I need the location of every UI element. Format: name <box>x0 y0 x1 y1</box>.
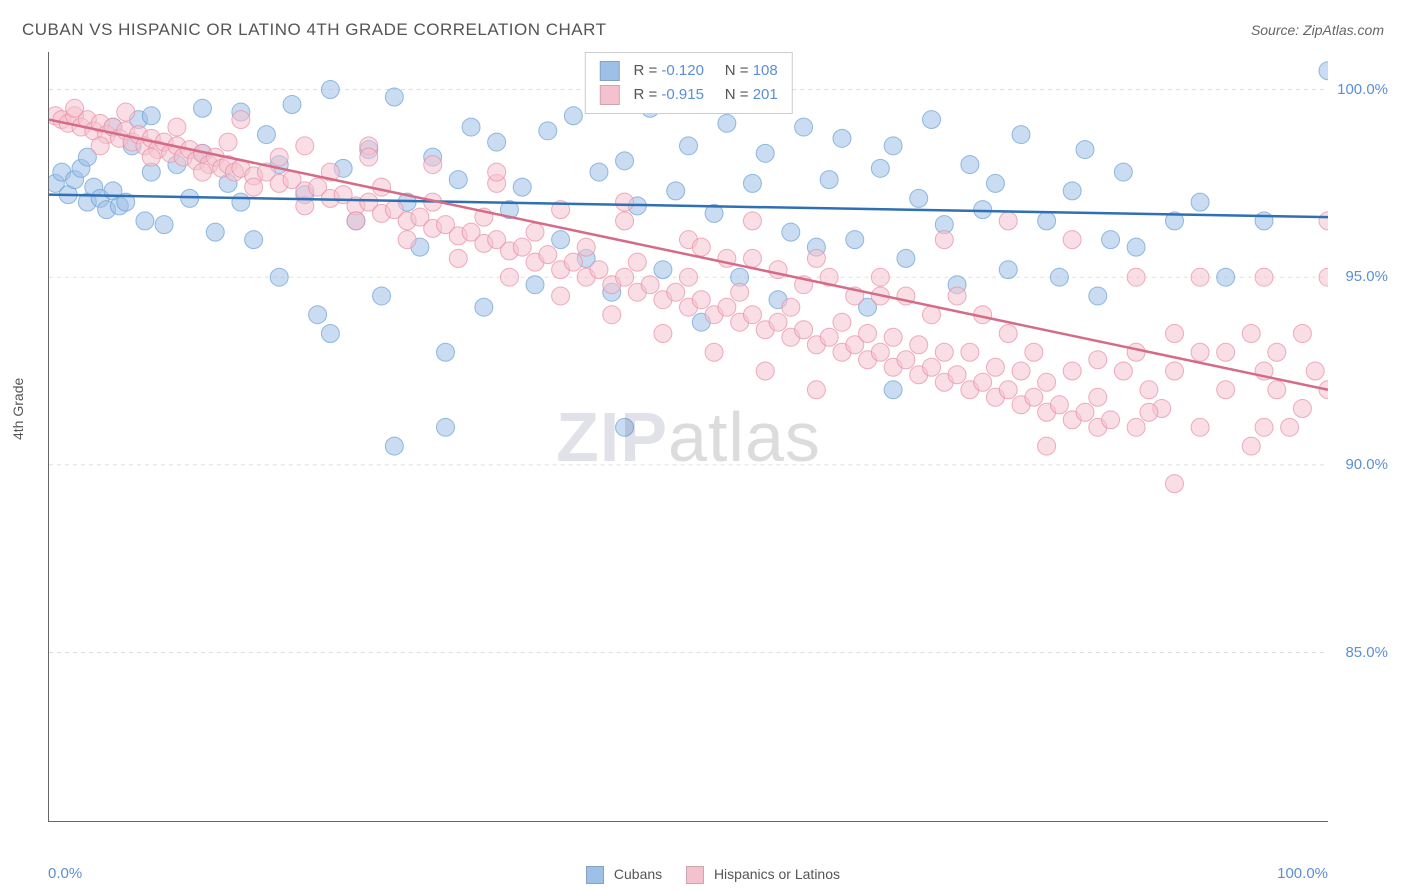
legend-label-cubans: Cubans <box>614 866 662 882</box>
legend-swatch-cubans-icon <box>586 866 604 884</box>
chart-svg <box>49 52 1328 821</box>
source-link[interactable]: ZipAtlas.com <box>1303 22 1384 38</box>
stats-row-cubans: R = -0.120 N = 108 <box>599 59 777 83</box>
correlation-stats-box: R = -0.120 N = 108 R = -0.915 N = 201 <box>584 52 792 114</box>
source-prefix: Source: <box>1251 22 1303 38</box>
r-value: -0.120 <box>661 62 704 79</box>
plot-area: R = -0.120 N = 108 R = -0.915 N = 201 ZI… <box>48 52 1328 822</box>
y-tick-label: 90.0% <box>1345 456 1388 473</box>
n-label: N = <box>725 62 753 79</box>
r-label: R = <box>633 62 661 79</box>
legend-swatch-hispanics-icon <box>686 866 704 884</box>
y-tick-label: 100.0% <box>1337 81 1388 98</box>
r-value: -0.915 <box>661 86 704 103</box>
chart-title: CUBAN VS HISPANIC OR LATINO 4TH GRADE CO… <box>22 20 607 40</box>
y-tick-label: 85.0% <box>1345 644 1388 661</box>
source-attribution: Source: ZipAtlas.com <box>1251 22 1384 38</box>
bottom-legend: Cubans Hispanics or Latinos <box>0 866 1406 884</box>
n-value: 108 <box>753 62 778 79</box>
swatch-hispanics-icon <box>599 85 619 105</box>
y-tick-label: 95.0% <box>1345 268 1388 285</box>
stats-row-hispanics: R = -0.915 N = 201 <box>599 83 777 107</box>
n-value: 201 <box>753 86 778 103</box>
y-axis-label: 4th Grade <box>10 378 26 440</box>
swatch-cubans-icon <box>599 61 619 81</box>
n-label: N = <box>725 86 753 103</box>
r-label: R = <box>633 86 661 103</box>
legend-label-hispanics: Hispanics or Latinos <box>714 866 840 882</box>
